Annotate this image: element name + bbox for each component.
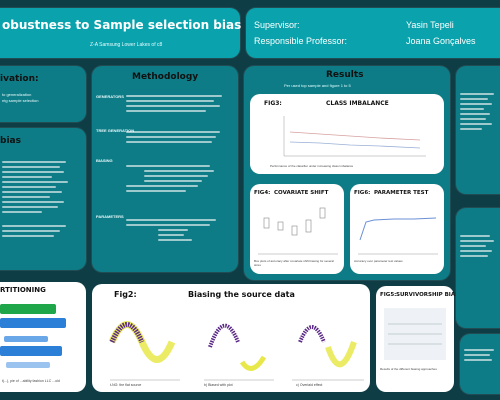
- fig3-caption: Performance of the classifier under incr…: [270, 164, 354, 168]
- right-panel-top: [456, 66, 500, 194]
- fig5-title: SURVIVORSHIP BIAS: [396, 292, 460, 298]
- fig4-label: FIG4:: [254, 190, 271, 196]
- right-middle-text: [460, 232, 498, 260]
- fig6-caption: Accuracy over parameter test values: [354, 259, 403, 263]
- poster-title: obustness to Sample selection bias: [2, 18, 242, 32]
- title-banner: obustness to Sample selection bias Z-A S…: [0, 8, 242, 58]
- fig6-title: PARAMETER TEST: [374, 190, 429, 196]
- fig5-panel: FIG5: SURVIVORSHIP BIAS Results of the d…: [376, 286, 459, 392]
- fig3-card: FIG3: CLASS IMBALANCE Performance of the…: [250, 94, 444, 174]
- right-bottom-text: [464, 346, 498, 364]
- fig2-plot-b: [204, 323, 274, 381]
- fig6-card: FIG6: PARAMETER TEST Accuracy over param…: [350, 184, 444, 274]
- supervisor-label: Supervisor:: [254, 20, 300, 30]
- fig2-title: Fig2:: [114, 290, 137, 299]
- fig4-card: FIG4: COVARIATE SHIFT Box plots of accur…: [250, 184, 344, 274]
- motivation-panel: ivation: to generalization ntg sample se…: [0, 66, 86, 122]
- motivation-line-2: ntg sample selection: [2, 98, 39, 103]
- motivation-line-1: to generalization: [2, 92, 32, 97]
- partitioning-panel: RTITIONING t(...), pie of ...ability fas…: [0, 282, 86, 392]
- partitioning-caption: t(...), pie of ...ability fashion LLC ..…: [2, 379, 60, 383]
- fig4-title: COVARIATE SHIFT: [274, 190, 329, 196]
- fig2-panel: Fig2: Biasing the source data t-NG: the …: [92, 284, 370, 392]
- bias-panel: bias: [0, 128, 86, 270]
- methodology-biasing-text: [126, 162, 226, 195]
- partition-bar-5: [6, 362, 50, 368]
- fig2-caption-b: b) Biased with plot: [204, 383, 233, 387]
- right-panel-bottom: [460, 334, 500, 394]
- partitioning-title: RTITIONING: [0, 286, 46, 294]
- professor-label: Responsible Professor:: [254, 36, 348, 46]
- fig6-label: FIG6:: [354, 190, 371, 196]
- bias-text-block: [2, 158, 72, 240]
- methodology-label-tree: TREE GENERATION: [96, 128, 135, 133]
- fig5-plot: [384, 308, 446, 360]
- poster-subtitle: Z-A Samsung Lower Lakes of c8: [90, 42, 163, 48]
- fig2-plot-a: [108, 321, 180, 381]
- fig3-title: CLASS IMBALANCE: [326, 100, 389, 107]
- fig2-subtitle: Biasing the source data: [188, 290, 295, 299]
- fig4-caption: Box plots of accuracy after covariate sh…: [254, 259, 334, 267]
- fig2-caption-c: c) Overlaid effect: [296, 383, 323, 387]
- fig2-caption-a: t-NG: the flat source: [110, 383, 142, 387]
- fig6-plot: [358, 217, 438, 255]
- partition-bar-4: [0, 346, 62, 356]
- methodology-panel: Methodology GENERATORS TREE GENERATION B…: [92, 66, 238, 272]
- methodology-label-parameters: PARAMETERS: [96, 214, 124, 219]
- results-panel: Results Per used top sample and figure 1…: [244, 66, 450, 280]
- methodology-tree-text: [126, 128, 226, 146]
- fig2-plot-c: [292, 325, 364, 381]
- fig5-label: FIG5:: [380, 292, 397, 298]
- results-title: Results: [326, 70, 364, 80]
- methodology-generators-text: [126, 92, 226, 115]
- supervisor-name: Yasin Tepeli: [406, 20, 454, 30]
- fig5-caption: Results of the different biasing approac…: [380, 367, 437, 371]
- right-top-text: [460, 90, 498, 133]
- supervisor-banner: Supervisor: Responsible Professor: Yasin…: [246, 8, 500, 58]
- fig3-label: FIG3:: [264, 100, 282, 107]
- methodology-label-biasing: BIASING: [96, 158, 113, 163]
- methodology-title: Methodology: [132, 72, 199, 82]
- fig4-plot: [258, 207, 338, 255]
- motivation-title: ivation:: [0, 74, 39, 84]
- fig3-plot: [283, 116, 426, 157]
- methodology-label-generators: GENERATORS: [96, 94, 124, 99]
- professor-name: Joana Gonçalves: [406, 36, 476, 46]
- fig2-plots: [108, 321, 364, 381]
- partition-bar-2: [0, 318, 66, 328]
- methodology-parameters-text: [126, 216, 226, 244]
- right-panel-middle: [456, 208, 500, 328]
- partition-bar-1: [0, 304, 56, 314]
- results-subtitle: Per used top sample and figure 1 to 5: [284, 83, 351, 88]
- bias-title: bias: [0, 136, 21, 146]
- partition-bar-3: [4, 336, 48, 342]
